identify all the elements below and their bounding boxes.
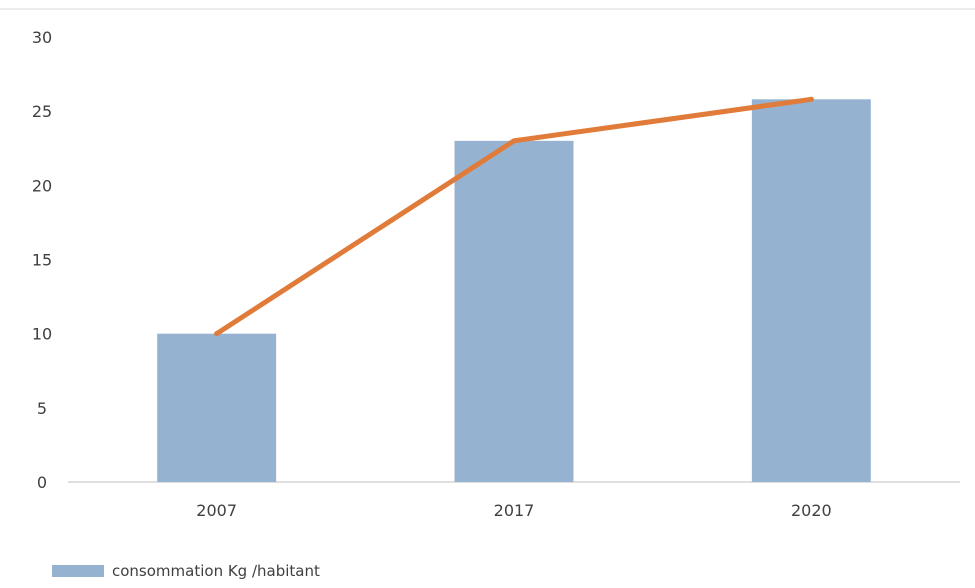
legend: consommation Kg /habitant xyxy=(52,562,320,580)
x-tick-label: 2017 xyxy=(494,501,535,520)
x-axis-ticks: 2007 2017 2020 xyxy=(196,501,831,520)
line-point-2007 xyxy=(214,331,220,337)
y-tick-label: 20 xyxy=(32,176,52,195)
bar-2020 xyxy=(751,99,871,483)
line-point-2020 xyxy=(808,96,814,102)
bar-series xyxy=(157,99,871,483)
y-tick-label: 10 xyxy=(32,325,52,344)
bar-2017 xyxy=(454,140,574,483)
y-tick-label: 5 xyxy=(37,399,47,418)
x-tick-label: 2020 xyxy=(791,501,832,520)
bar-2007 xyxy=(157,333,277,482)
y-tick-label: 0 xyxy=(37,473,47,492)
y-tick-label: 30 xyxy=(32,28,52,47)
x-tick-label: 2007 xyxy=(196,501,237,520)
y-tick-label: 25 xyxy=(32,102,52,121)
line-point-2017 xyxy=(511,138,517,144)
line-series xyxy=(214,96,814,337)
legend-label: consommation Kg /habitant xyxy=(112,562,320,580)
y-tick-label: 15 xyxy=(32,251,52,270)
legend-swatch xyxy=(52,565,104,577)
y-axis-ticks: 0 5 10 15 20 25 30 xyxy=(32,28,52,492)
